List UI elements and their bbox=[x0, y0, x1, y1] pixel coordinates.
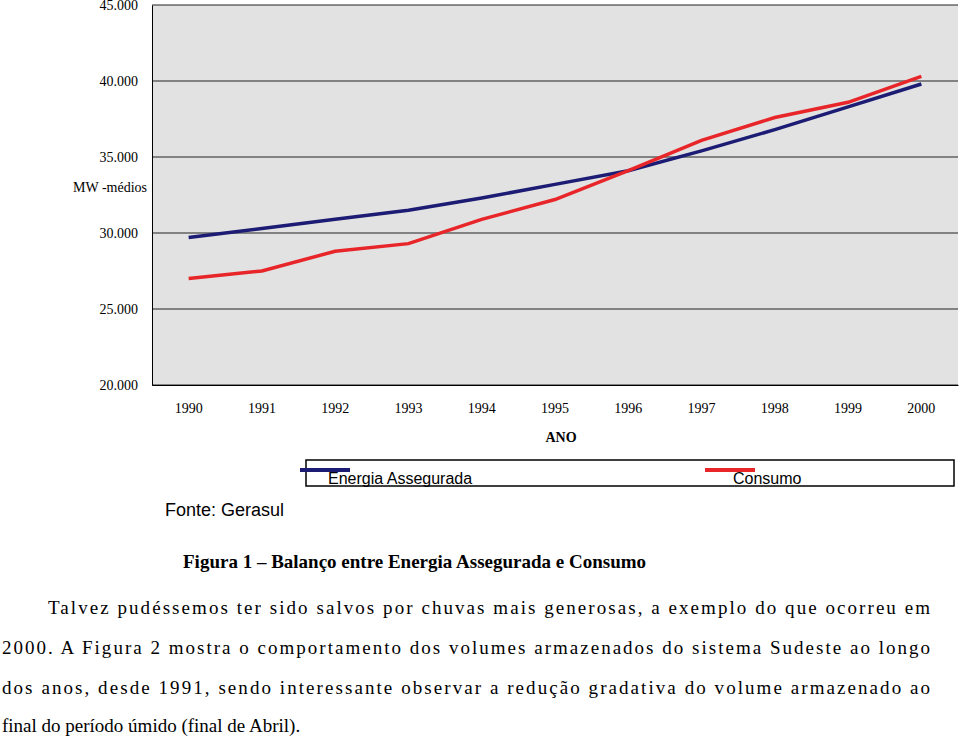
series-line bbox=[189, 76, 922, 278]
grid-line bbox=[152, 309, 958, 310]
y-tick: 30.000 bbox=[100, 226, 153, 241]
x-tick: 1997 bbox=[688, 385, 716, 416]
x-tick-label: 2000 bbox=[907, 401, 935, 416]
x-tick: 1991 bbox=[248, 385, 276, 416]
x-tick: 1992 bbox=[321, 385, 349, 416]
x-axis: 1990 1991 1992 1993 1994 1995 1996 1997 1998 1999… bbox=[153, 385, 959, 416]
grid-line bbox=[152, 81, 958, 82]
x-tick-label: 1995 bbox=[541, 401, 569, 416]
x-tick: 1994 bbox=[468, 385, 496, 416]
y-tick-label: 20.000 bbox=[100, 378, 139, 393]
x-tick-label: 1996 bbox=[614, 401, 642, 416]
x-tick-label: 1990 bbox=[175, 401, 203, 416]
series-line bbox=[189, 84, 922, 238]
y-tick: 20.000 bbox=[100, 378, 153, 393]
page: 20.000 25.000 30.000 35.000 40.000 45.000 1990… bbox=[0, 0, 960, 738]
y-axis-line bbox=[152, 6, 153, 386]
paragraph-line: dos anos, desde 1991, sendo interessante… bbox=[2, 677, 930, 698]
x-tick: 1996 bbox=[614, 385, 642, 416]
y-axis: 20.000 25.000 30.000 35.000 40.000 45.000 bbox=[100, 0, 153, 393]
grid-line bbox=[152, 157, 958, 158]
y-tick-label: 30.000 bbox=[100, 226, 139, 241]
y-tick: 35.000 bbox=[100, 150, 153, 165]
caption: Figura 1 – Balanço entre Energia Assegur… bbox=[183, 551, 646, 572]
y-tick: 25.000 bbox=[100, 302, 153, 317]
y-tick-label: 40.000 bbox=[100, 74, 139, 89]
source: Fonte: Gerasul bbox=[165, 500, 284, 520]
x-tick-label: 1992 bbox=[321, 401, 349, 416]
x-tick-label: 1997 bbox=[688, 401, 716, 416]
legend-label: Energia Assegurada bbox=[328, 470, 472, 487]
x-tick-label: 1994 bbox=[468, 401, 496, 416]
grid-line bbox=[152, 233, 958, 234]
grid bbox=[152, 5, 958, 385]
paragraph-line: final do período úmido (final de Abril). bbox=[2, 715, 300, 737]
paragraph-line: Talvez pudéssemos ter sido salvos por ch… bbox=[48, 597, 930, 618]
grid-line bbox=[152, 5, 958, 6]
plot-background bbox=[152, 5, 958, 385]
x-tick-label: 1998 bbox=[761, 401, 789, 416]
series-lines bbox=[189, 76, 922, 278]
y-tick-label: 25.000 bbox=[100, 302, 139, 317]
x-tick: 2000 bbox=[907, 385, 935, 416]
x-axis-line bbox=[153, 385, 959, 386]
x-tick: 1993 bbox=[394, 385, 422, 416]
y-tick-label: 35.000 bbox=[100, 150, 139, 165]
x-tick-label: 1993 bbox=[394, 401, 422, 416]
x-axis-title: ANO bbox=[545, 430, 576, 445]
x-tick-label: 1999 bbox=[834, 401, 862, 416]
y-axis-title: MW -médios bbox=[73, 180, 147, 195]
legend-label: Consumo bbox=[733, 470, 802, 487]
x-tick: 1999 bbox=[834, 385, 862, 416]
grid-line bbox=[152, 385, 958, 386]
x-tick: 1998 bbox=[761, 385, 789, 416]
legend: Energia Assegurada Consumo bbox=[300, 460, 954, 487]
x-tick-label: 1991 bbox=[248, 401, 276, 416]
paragraph-line: 2000. A Figura 2 mostra o comportamento … bbox=[2, 637, 930, 658]
x-tick: 1990 bbox=[175, 385, 203, 416]
legend-box bbox=[306, 460, 954, 486]
y-tick: 45.000 bbox=[100, 0, 153, 13]
y-tick-label: 45.000 bbox=[100, 0, 139, 13]
x-tick: 1995 bbox=[541, 385, 569, 416]
y-tick: 40.000 bbox=[100, 74, 153, 89]
